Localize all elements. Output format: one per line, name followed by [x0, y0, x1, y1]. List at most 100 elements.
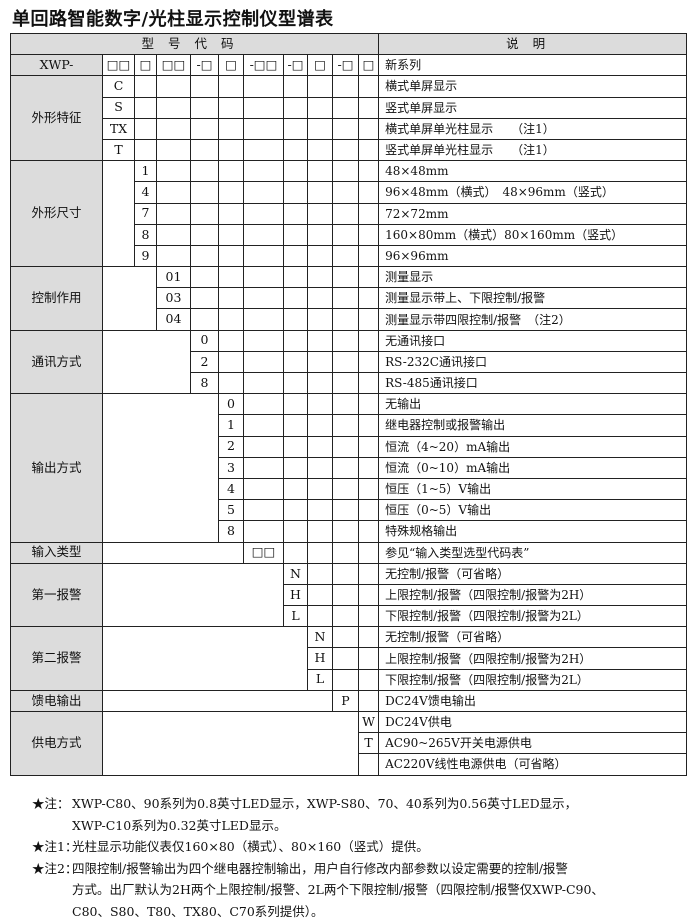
empty-cell	[244, 309, 284, 330]
model-prefix: XWP-	[11, 55, 103, 76]
page-title: 单回路智能数字/光柱显示控制仪型谱表	[12, 5, 334, 31]
option-desc: 恒流（0~10）mA输出	[379, 457, 687, 478]
group-label: 通讯方式	[11, 330, 103, 394]
empty-cell	[333, 203, 359, 224]
empty-cell	[219, 139, 244, 160]
empty-cell	[308, 457, 333, 478]
empty-cell	[219, 203, 244, 224]
empty-cell	[157, 118, 191, 139]
empty-cell	[359, 203, 379, 224]
empty-cell	[284, 478, 308, 499]
empty-cell	[191, 267, 219, 288]
empty-cell	[284, 161, 308, 182]
empty-cell	[135, 97, 157, 118]
option-code: 8	[135, 224, 157, 245]
empty-cell	[191, 203, 219, 224]
empty-cell	[333, 309, 359, 330]
group-label: 输入类型	[11, 542, 103, 563]
empty-cell	[284, 139, 308, 160]
empty-cell	[308, 351, 333, 372]
empty-cell	[333, 97, 359, 118]
empty-cell	[308, 521, 333, 542]
empty-cell	[333, 118, 359, 139]
empty-cell	[157, 161, 191, 182]
note-line: 光柱显示功能仪表仅160×80（横式）、80×160（竖式）提供。	[72, 836, 604, 858]
empty-cell	[191, 161, 219, 182]
empty-cell	[135, 76, 157, 97]
empty-cell	[308, 76, 333, 97]
empty-cell	[308, 203, 333, 224]
empty-cell	[244, 351, 284, 372]
empty-cell	[333, 76, 359, 97]
empty-cell	[308, 288, 333, 309]
empty-cell	[333, 245, 359, 266]
table-row: 输入类型□□参见“输入类型选型代码表”	[11, 542, 687, 563]
option-desc: 无控制/报警（可省略）	[379, 563, 687, 584]
option-desc: 继电器控制或报警输出	[379, 415, 687, 436]
option-code: 4	[135, 182, 157, 203]
empty-cell	[284, 267, 308, 288]
option-desc: 下限控制/报警（四限控制/报警为2L）	[379, 669, 687, 690]
empty-cell	[333, 627, 359, 648]
empty-cell	[157, 224, 191, 245]
empty-cell	[333, 351, 359, 372]
blank-cell	[103, 394, 219, 542]
empty-cell	[359, 394, 379, 415]
empty-cell	[333, 139, 359, 160]
empty-cell	[333, 415, 359, 436]
option-code: □□	[244, 542, 284, 563]
empty-cell	[219, 182, 244, 203]
empty-cell	[359, 669, 379, 690]
empty-cell	[244, 161, 284, 182]
group-label: 第一报警	[11, 563, 103, 627]
blank-cell	[103, 330, 191, 394]
empty-cell	[333, 606, 359, 627]
option-desc: AC90~265V开关电源供电	[379, 733, 687, 754]
code-slot: □	[359, 55, 379, 76]
empty-cell	[359, 97, 379, 118]
option-code: N	[308, 627, 333, 648]
empty-cell	[359, 521, 379, 542]
option-code: T	[103, 139, 135, 160]
empty-cell	[308, 436, 333, 457]
empty-cell	[359, 648, 379, 669]
option-code: W	[359, 712, 379, 733]
option-code: C	[103, 76, 135, 97]
option-desc: 测量显示带上、下限控制/报警	[379, 288, 687, 309]
empty-cell	[359, 415, 379, 436]
option-code: 1	[219, 415, 244, 436]
code-slot: -□	[284, 55, 308, 76]
empty-cell	[191, 139, 219, 160]
empty-cell	[219, 309, 244, 330]
empty-cell	[333, 224, 359, 245]
empty-cell	[284, 182, 308, 203]
empty-cell	[284, 118, 308, 139]
empty-cell	[219, 245, 244, 266]
empty-cell	[308, 500, 333, 521]
empty-cell	[157, 245, 191, 266]
option-desc: DC24V馈电输出	[379, 690, 687, 711]
option-desc: DC24V供电	[379, 712, 687, 733]
option-desc: 横式单屏显示	[379, 76, 687, 97]
empty-cell	[359, 542, 379, 563]
empty-cell	[359, 245, 379, 266]
empty-cell	[244, 76, 284, 97]
option-code: 03	[157, 288, 191, 309]
empty-cell	[359, 182, 379, 203]
empty-cell	[284, 351, 308, 372]
option-desc: 96×48mm（横式） 48×96mm（竖式）	[379, 182, 687, 203]
empty-cell	[284, 521, 308, 542]
empty-cell	[359, 457, 379, 478]
empty-cell	[244, 394, 284, 415]
empty-cell	[244, 267, 284, 288]
option-code: 0	[191, 330, 219, 351]
note-line: XWP-C10系列为0.32英寸LED显示。	[72, 815, 604, 837]
empty-cell	[219, 224, 244, 245]
